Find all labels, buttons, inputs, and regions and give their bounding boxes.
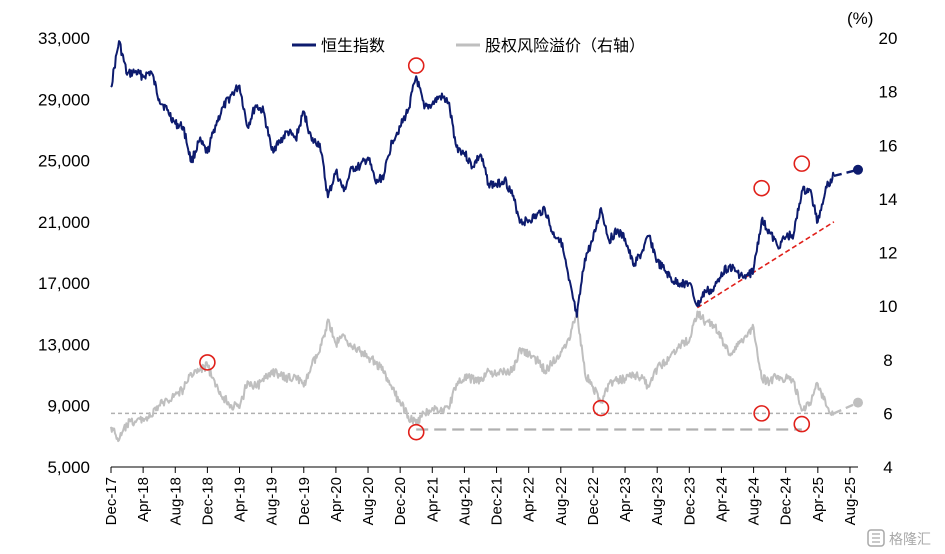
x-tick-label: Apr-20 bbox=[328, 477, 345, 522]
x-tick-label: Apr-24 bbox=[713, 477, 730, 522]
legend-label-hang-seng: 恒生指数 bbox=[321, 36, 385, 55]
y-right-tick-label: 10 bbox=[879, 297, 898, 316]
x-tick-label: Dec-23 bbox=[681, 477, 698, 525]
y-right-tick-label: 14 bbox=[879, 190, 898, 209]
x-tick-label: Aug-24 bbox=[746, 477, 763, 525]
highlight-circle bbox=[592, 399, 610, 417]
highlight-markers bbox=[199, 57, 863, 441]
x-tick-label: Dec-22 bbox=[585, 477, 602, 525]
x-tick-label: Aug-19 bbox=[264, 477, 281, 525]
highlight-circle bbox=[753, 405, 770, 422]
end-marker bbox=[853, 397, 863, 408]
x-tick-label: Aug-22 bbox=[553, 477, 570, 525]
y-right-tick-label: 4 bbox=[883, 458, 892, 477]
x-tick-label: Dec-20 bbox=[392, 477, 409, 525]
trend-line bbox=[696, 221, 835, 309]
y-right-tick-label: 6 bbox=[883, 404, 892, 423]
end-marker bbox=[853, 164, 863, 175]
x-tick-label: Apr-21 bbox=[424, 477, 441, 522]
x-tick-label: Aug-18 bbox=[167, 477, 184, 525]
x-tick-label: Apr-23 bbox=[617, 477, 634, 522]
x-tick-label: Aug-23 bbox=[649, 477, 666, 525]
x-tick-label: Dec-17 bbox=[103, 477, 120, 525]
y-left-tick-label: 17,000 bbox=[38, 274, 90, 293]
y-left-tick-label: 9,000 bbox=[47, 397, 90, 416]
y-right-tick-label: 20 bbox=[879, 29, 898, 48]
x-tick-label: Aug-21 bbox=[456, 477, 473, 525]
glh-logo-glyph bbox=[872, 533, 880, 543]
watermark-text: 格隆汇 bbox=[889, 532, 931, 548]
x-tick-label: Apr-25 bbox=[810, 477, 827, 522]
reference-lines bbox=[111, 221, 858, 431]
y-left-tick-label: 33,000 bbox=[38, 29, 90, 48]
series-line bbox=[110, 40, 835, 318]
x-tick-label: Aug-20 bbox=[360, 477, 377, 525]
y-right-tick-label: 16 bbox=[879, 136, 898, 155]
y-left-tick-label: 21,000 bbox=[38, 213, 90, 232]
legend: 恒生指数 股权风险溢价（右轴） bbox=[292, 36, 645, 55]
highlight-circle bbox=[407, 57, 425, 74]
x-tick-label: Apr-22 bbox=[521, 477, 538, 522]
x-tick-label: Apr-19 bbox=[232, 477, 249, 522]
highlight-circle bbox=[407, 423, 425, 441]
watermark: 格隆汇 bbox=[867, 529, 931, 548]
legend-label-equity-risk-premium: 股权风险溢价（右轴） bbox=[485, 36, 645, 55]
y-left-tick-label: 25,000 bbox=[38, 152, 90, 171]
right-axis-unit: (%) bbox=[847, 9, 873, 28]
x-tick-label: Dec-19 bbox=[296, 477, 313, 525]
highlight-circle bbox=[793, 415, 811, 433]
series-projection bbox=[833, 401, 859, 415]
y-left-tick-label: 5,000 bbox=[47, 458, 90, 477]
y-right-tick-label: 18 bbox=[879, 83, 898, 102]
x-tick-label: Apr-18 bbox=[135, 477, 152, 522]
series-line bbox=[110, 310, 835, 443]
highlight-circle bbox=[793, 155, 811, 172]
x-tick-label: Dec-21 bbox=[489, 477, 506, 525]
y-left-tick-label: 29,000 bbox=[38, 90, 90, 109]
highlight-circle bbox=[199, 354, 216, 371]
series-hang-seng-index bbox=[110, 40, 859, 318]
x-tick-label: Dec-18 bbox=[199, 477, 216, 525]
y-left-tick-label: 13,000 bbox=[38, 335, 90, 354]
highlight-circle bbox=[753, 179, 770, 197]
series-equity-risk-premium bbox=[110, 310, 859, 443]
y-right-tick-label: 8 bbox=[883, 351, 892, 370]
x-tick-label: Dec-24 bbox=[778, 477, 795, 525]
axes: Dec-17 Apr-18 Aug-18 Dec-18 Apr-19 Aug-19 Dec-… bbox=[38, 29, 897, 525]
glh-logo-icon bbox=[867, 529, 885, 547]
x-tick-label: Aug-25 bbox=[842, 477, 859, 525]
y-right-tick-label: 12 bbox=[879, 244, 898, 263]
